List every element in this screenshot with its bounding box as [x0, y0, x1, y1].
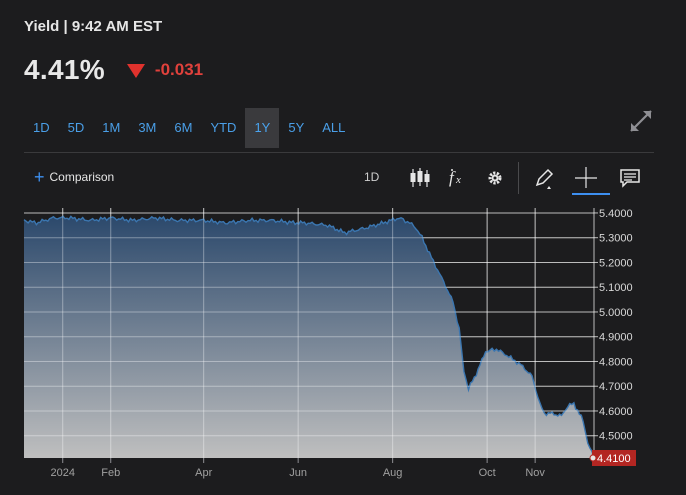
- yield-line: [23, 215, 595, 459]
- comparison-button[interactable]: + Comparison: [34, 167, 115, 187]
- range-1m[interactable]: 1M: [102, 120, 121, 135]
- candlestick-icon[interactable]: [408, 166, 432, 190]
- x-tick-label: Oct: [479, 467, 496, 479]
- last-value-marker: [589, 454, 597, 462]
- range-6m[interactable]: 6M: [174, 120, 193, 135]
- y-tick-label: 5.4000: [599, 208, 633, 220]
- range-1y[interactable]: 1Y: [245, 108, 280, 148]
- y-tick-label: 5.2000: [599, 257, 633, 269]
- comment-icon[interactable]: [618, 166, 642, 190]
- x-tick-label: Apr: [195, 467, 212, 479]
- x-tick-label: Aug: [383, 467, 403, 479]
- x-tick-label: Feb: [101, 467, 120, 479]
- fx-icon[interactable]: f x: [445, 166, 469, 190]
- pencil-icon[interactable]: [532, 166, 556, 190]
- y-tick-label: 5.1000: [599, 282, 633, 294]
- range-ytd[interactable]: YTD: [210, 120, 237, 135]
- gear-icon[interactable]: [483, 166, 507, 190]
- range-5y[interactable]: 5Y: [288, 120, 305, 135]
- yield-change: -0.031: [154, 60, 204, 79]
- interval-selector[interactable]: 1D: [364, 170, 380, 184]
- comparison-label: Comparison: [49, 170, 115, 184]
- y-tick-label: 4.6000: [599, 406, 633, 418]
- current-yield: 4.41%: [24, 54, 105, 85]
- x-tick-label: Jun: [289, 467, 307, 479]
- toolbar-separator: [518, 162, 519, 194]
- range-3m[interactable]: 3M: [138, 120, 157, 135]
- y-tick-label: 5.3000: [599, 233, 633, 245]
- last-value-label: 4.4100: [597, 453, 631, 465]
- y-tick-label: 4.7000: [599, 381, 633, 393]
- x-tick-label: Nov: [525, 467, 545, 479]
- plus-icon: +: [34, 167, 45, 187]
- crosshair-icon[interactable]: [574, 166, 598, 190]
- page-title: Yield | 9:42 AM EST: [24, 18, 163, 35]
- x-tick-label: 2024: [50, 467, 74, 479]
- y-tick-label: 4.8000: [599, 356, 633, 368]
- y-tick-label: 4.5000: [599, 431, 633, 443]
- yield-area: [24, 216, 594, 458]
- y-tick-label: 5.0000: [599, 307, 633, 319]
- range-1d[interactable]: 1D: [33, 120, 50, 135]
- expand-icon[interactable]: [628, 108, 654, 134]
- header-divider: [24, 152, 654, 153]
- last-value-badge: [592, 450, 636, 466]
- time-range-selector: 1D 5D 1M 3M 6M YTD 1Y 5Y ALL: [24, 108, 354, 148]
- range-all[interactable]: ALL: [322, 120, 346, 135]
- quote-summary: 4.41% -0.031: [24, 54, 203, 86]
- range-5d[interactable]: 5D: [67, 120, 85, 135]
- chart-toolbar: + Comparison 1D f x: [24, 162, 654, 196]
- active-tool-indicator: [572, 193, 610, 195]
- svg-text:f: f: [449, 168, 456, 187]
- svg-text:x: x: [455, 174, 461, 186]
- y-tick-label: 4.9000: [599, 332, 633, 344]
- down-arrow-icon: [126, 64, 145, 78]
